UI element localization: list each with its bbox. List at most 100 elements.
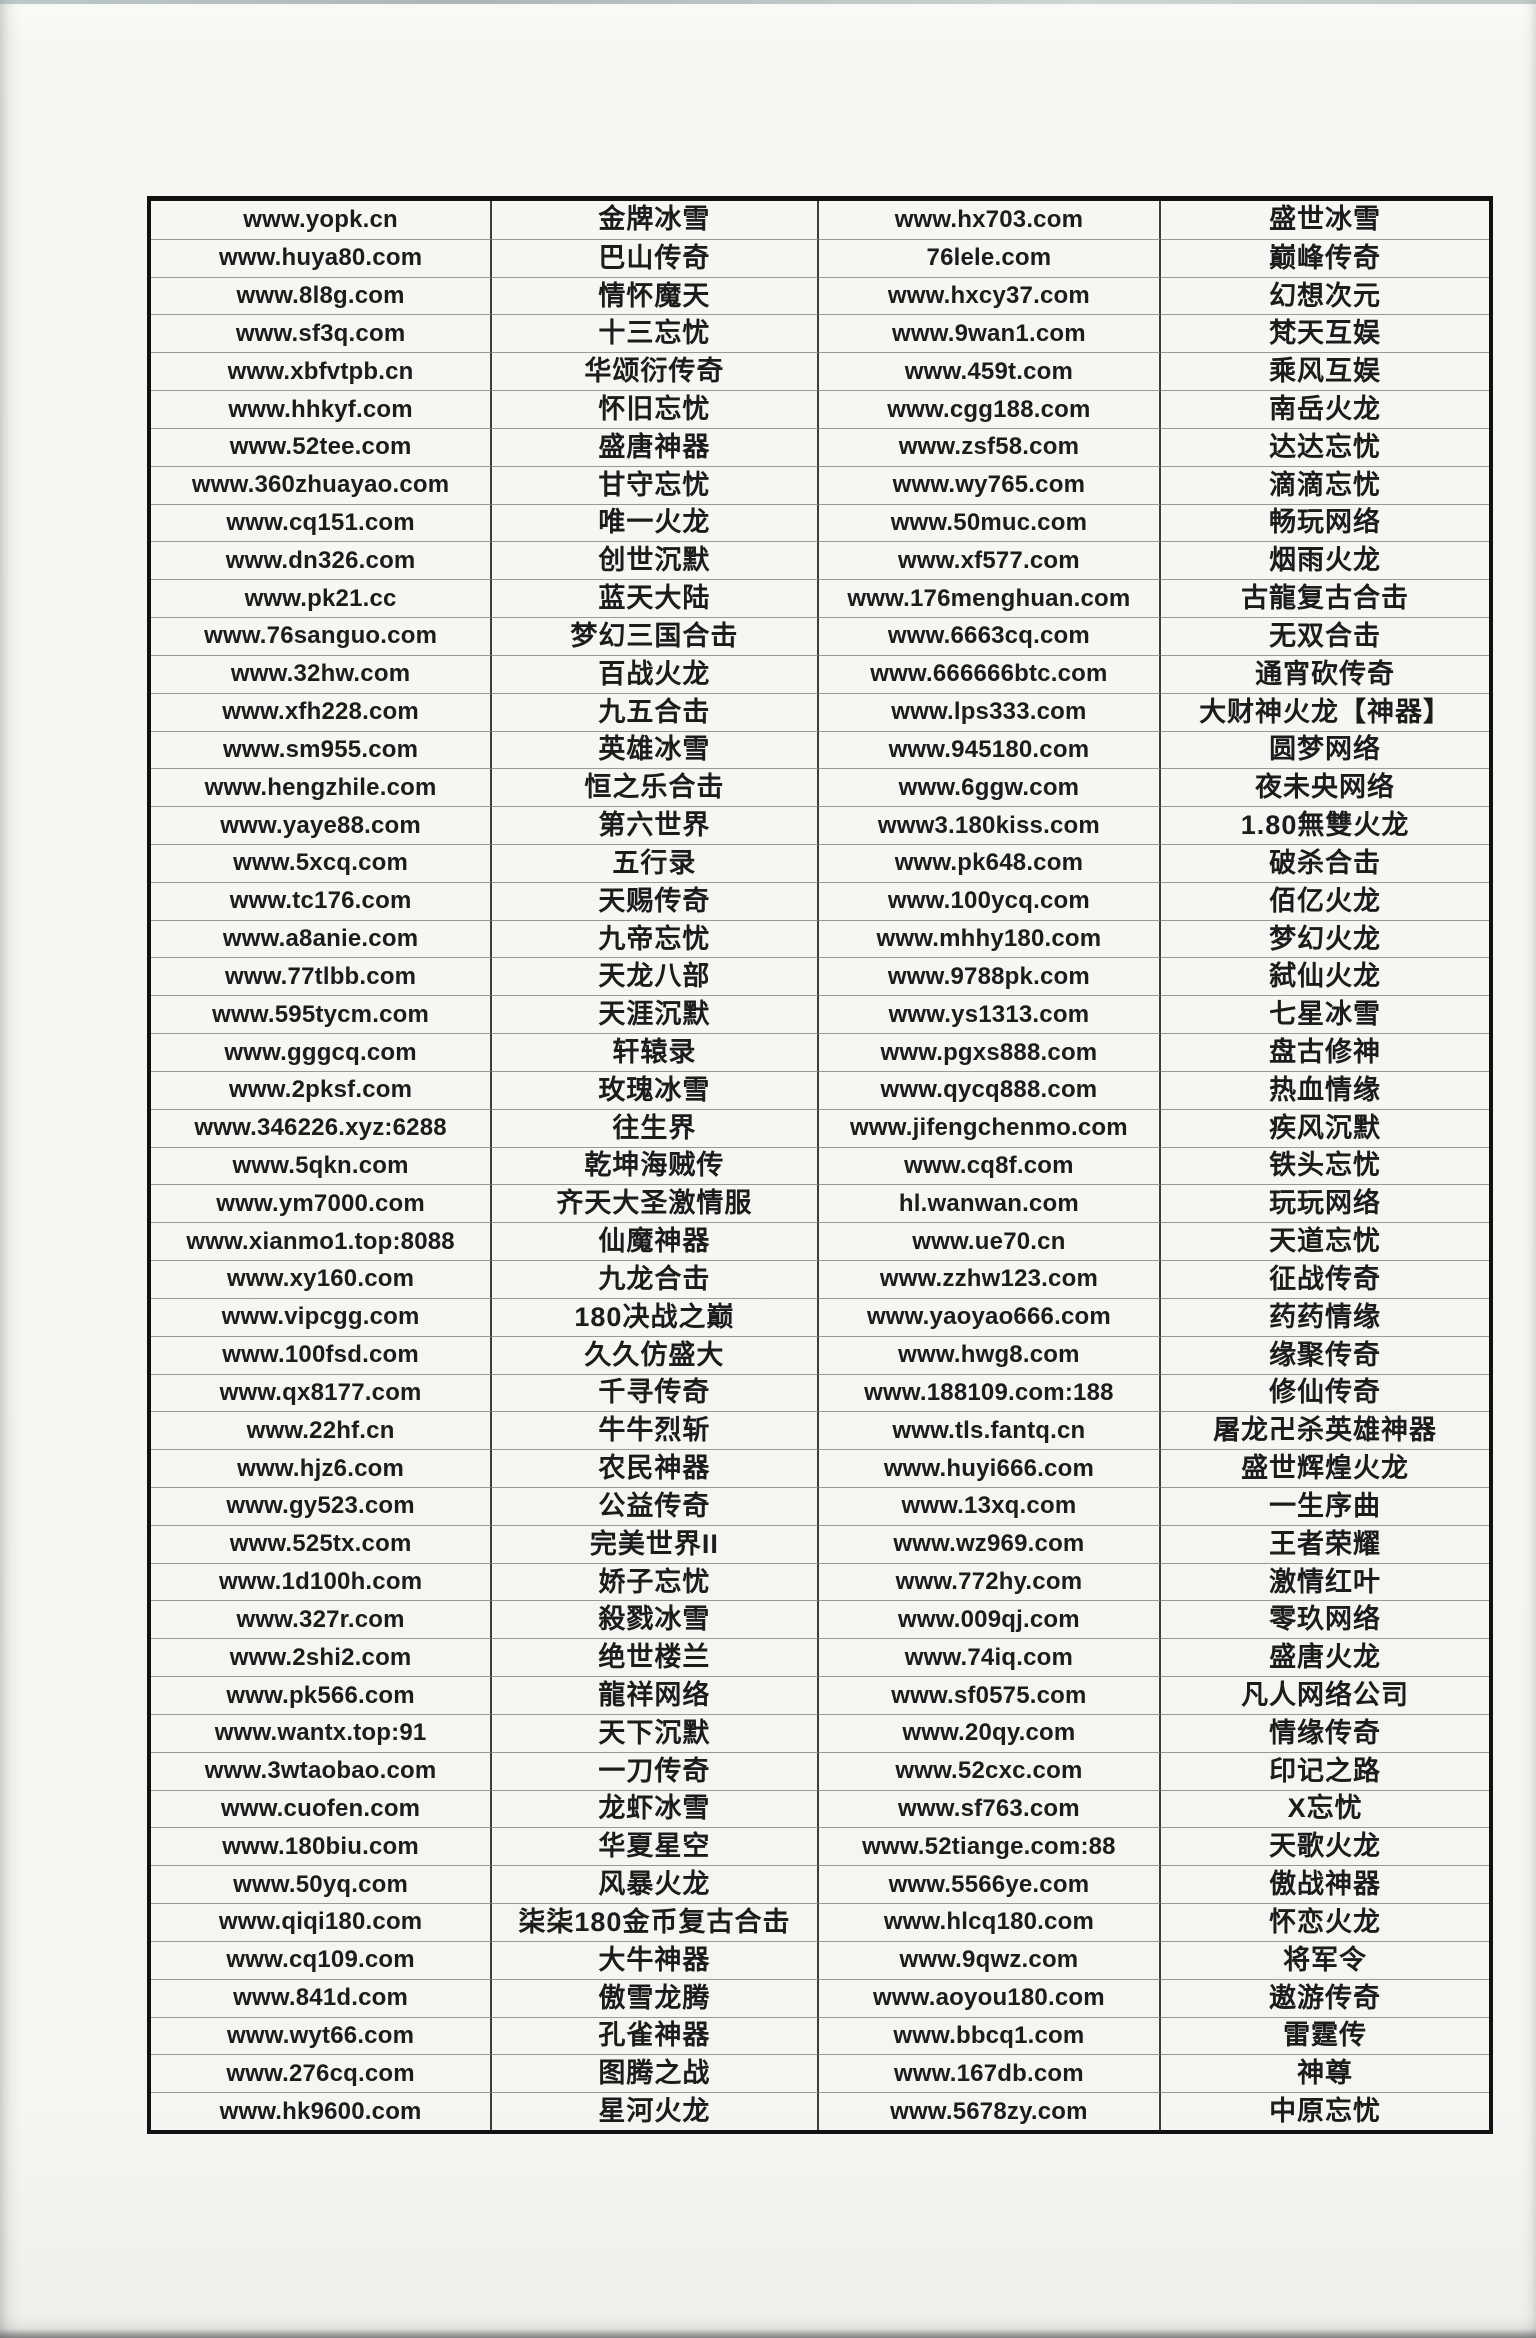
site-url-cell: www.bbcq1.com	[818, 2016, 1162, 2055]
game-name-cell: 柒柒180金币复古合击	[492, 1903, 819, 1941]
site-url-cell: www.6663cq.com	[818, 617, 1162, 655]
site-url-cell: www.50yq.com	[151, 1865, 493, 1904]
game-name-cell: 甘守忘忧	[492, 465, 819, 504]
site-url-cell: www.50muc.com	[818, 503, 1162, 542]
game-name-cell: 神尊	[1161, 2054, 1489, 2092]
game-name-cell: 完美世界II	[492, 1524, 819, 1563]
game-name-cell: 孔雀神器	[492, 2016, 819, 2055]
game-name-cell: 南岳火龙	[1161, 390, 1489, 428]
game-name-cell: 药药情缘	[1161, 1297, 1489, 1336]
site-url-cell: www.459t.com	[818, 352, 1162, 391]
site-url-cell: www.77tlbb.com	[151, 957, 493, 996]
game-name-cell: 殺戮冰雪	[492, 1600, 819, 1639]
game-name-cell: 百战火龙	[492, 654, 819, 693]
game-name-cell: 印记之路	[1161, 1751, 1489, 1790]
site-url-cell: www.vipcgg.com	[151, 1297, 493, 1336]
site-url-cell: www.cuofen.com	[151, 1789, 493, 1828]
site-url-cell: www.2pksf.com	[151, 1070, 493, 1109]
game-name-cell: 天下沉默	[492, 1713, 819, 1752]
game-name-cell: 修仙传奇	[1161, 1373, 1489, 1412]
site-url-cell: www.tls.fantq.cn	[818, 1411, 1162, 1450]
game-name-cell: 金牌冰雪	[492, 201, 819, 239]
site-url-cell: www.qycq888.com	[818, 1070, 1162, 1109]
game-name-cell: 乾坤海贼传	[492, 1146, 819, 1185]
site-url-cell: www.100fsd.com	[151, 1335, 493, 1374]
game-name-cell: 铁头忘忧	[1161, 1146, 1489, 1185]
site-url-cell: www.a8anie.com	[151, 919, 493, 958]
site-url-cell: www.sm955.com	[151, 730, 493, 769]
site-url-cell: www.xfh228.com	[151, 692, 493, 731]
site-url-cell: www.hengzhile.com	[151, 768, 493, 807]
game-name-cell: 屠龙卍杀英雄神器	[1161, 1411, 1489, 1449]
site-url-cell: www.yaye88.com	[151, 806, 493, 844]
game-name-cell: 幻想次元	[1161, 276, 1489, 315]
game-name-cell: 华颂衍传奇	[492, 352, 819, 391]
site-url-cell: www.lps333.com	[818, 692, 1162, 731]
game-name-cell: 傲战神器	[1161, 1865, 1489, 1903]
game-name-cell: 盛唐火龙	[1161, 1638, 1489, 1676]
site-url-cell: www.hhkyf.com	[151, 390, 493, 428]
game-name-cell: 娇子忘忧	[492, 1562, 819, 1601]
game-name-cell: 七星冰雪	[1161, 995, 1489, 1033]
site-url-cell: www.76sanguo.com	[151, 617, 493, 655]
site-url-cell: www.22hf.cn	[151, 1411, 493, 1450]
site-url-cell: www.595tycm.com	[151, 995, 493, 1034]
site-url-cell: www.sf0575.com	[818, 1676, 1162, 1714]
game-name-cell: 天涯沉默	[492, 995, 819, 1034]
site-url-cell: www.009qj.com	[818, 1600, 1162, 1639]
game-name-cell: 中原忘忧	[1161, 2092, 1489, 2130]
game-name-cell: 盘古修神	[1161, 1033, 1489, 1071]
site-url-cell: www.cgg188.com	[818, 390, 1162, 428]
game-name-cell: 久久仿盛大	[492, 1335, 819, 1374]
game-name-cell: 龍祥网络	[492, 1676, 819, 1714]
site-url-cell: www.qiqi180.com	[151, 1903, 493, 1941]
game-name-cell: 轩辕录	[492, 1033, 819, 1071]
game-name-cell: 一刀传奇	[492, 1751, 819, 1790]
site-url-cell: www.841d.com	[151, 1978, 493, 2017]
game-name-cell: 天赐传奇	[492, 881, 819, 920]
site-url-cell: www.hxcy37.com	[818, 276, 1162, 315]
game-name-cell: 天龙八部	[492, 957, 819, 996]
game-name-cell: 傲雪龙腾	[492, 1978, 819, 2017]
game-name-cell: 雷霆传	[1161, 2016, 1489, 2055]
site-url-cell: www.huya80.com	[151, 238, 493, 277]
site-url-cell: www.188109.com:188	[818, 1373, 1162, 1412]
site-url-cell: www.32hw.com	[151, 654, 493, 693]
game-name-cell: 九帝忘忧	[492, 919, 819, 958]
site-url-cell: www.pk648.com	[818, 843, 1162, 882]
site-url-cell: www.ym7000.com	[151, 1184, 493, 1223]
site-url-cell: www.346226.xyz:6288	[151, 1108, 493, 1147]
game-name-cell: 情缘传奇	[1161, 1713, 1489, 1752]
game-name-cell: 王者荣耀	[1161, 1524, 1489, 1563]
site-url-cell: www.xbfvtpb.cn	[151, 352, 493, 391]
site-url-cell: www.180biu.com	[151, 1827, 493, 1866]
site-url-cell: www.sf763.com	[818, 1789, 1162, 1828]
game-name-cell: 创世沉默	[492, 541, 819, 580]
game-name-cell: 天歌火龙	[1161, 1827, 1489, 1865]
site-url-cell: www.ys1313.com	[818, 995, 1162, 1034]
site-url-cell: www.tc176.com	[151, 881, 493, 920]
game-name-cell: 情怀魔天	[492, 276, 819, 315]
site-url-cell: www.hjz6.com	[151, 1449, 493, 1487]
game-name-cell: 玩玩网络	[1161, 1184, 1489, 1222]
site-url-cell: www.5678zy.com	[818, 2092, 1162, 2130]
site-url-cell: www.huyi666.com	[818, 1449, 1162, 1487]
game-name-cell: 五行录	[492, 843, 819, 882]
site-url-cell: www.cq151.com	[151, 503, 493, 542]
site-url-cell: www.74iq.com	[818, 1638, 1162, 1677]
site-url-cell: www.gy523.com	[151, 1486, 493, 1525]
game-name-cell: 大财神火龙【神器】	[1161, 692, 1489, 731]
site-url-cell: www.360zhuayao.com	[151, 465, 493, 504]
game-name-cell: 图腾之战	[492, 2054, 819, 2093]
game-name-cell: 激情红叶	[1161, 1562, 1489, 1601]
site-url-cell: www.52tiange.com:88	[818, 1827, 1162, 1866]
game-name-cell: 齐天大圣激情服	[492, 1184, 819, 1223]
game-name-cell: 农民神器	[492, 1449, 819, 1487]
game-sites-table: www.yopk.cn 金牌冰雪 www.hx703.com 盛世冰雪 www.huya…	[147, 196, 1493, 2134]
site-url-cell: www.52cxc.com	[818, 1751, 1162, 1790]
site-url-cell: www.5xcq.com	[151, 843, 493, 882]
site-url-cell: www.cq109.com	[151, 1940, 493, 1979]
game-name-cell: 达达忘忧	[1161, 427, 1489, 466]
game-name-cell: 乘风互娱	[1161, 352, 1489, 390]
